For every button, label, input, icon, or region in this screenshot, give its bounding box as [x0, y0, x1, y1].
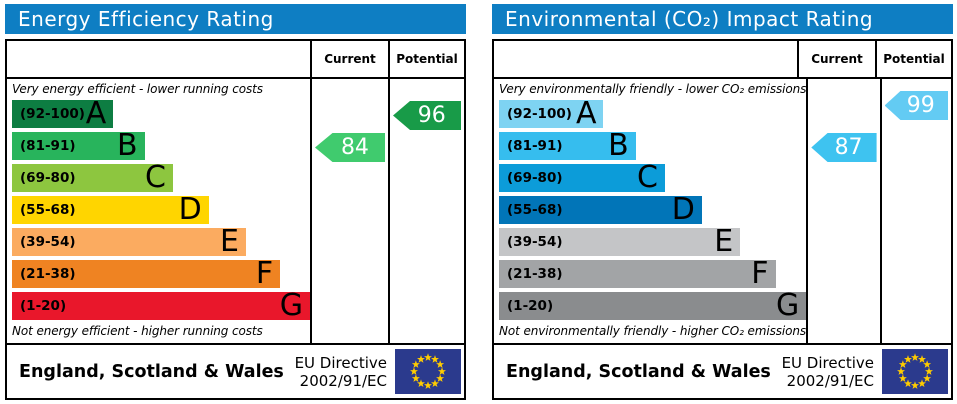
- band-range: (21-38): [507, 266, 563, 282]
- column-header-current: Current: [310, 41, 388, 77]
- chart-title: Energy Efficiency Rating: [5, 4, 466, 34]
- band-letter: B: [117, 128, 138, 163]
- band-f: (21-38) F: [499, 256, 776, 291]
- band-letter: A: [85, 96, 107, 131]
- band-c: (69-80) C: [12, 160, 173, 195]
- header-spacer: [7, 41, 310, 77]
- band-letter: C: [636, 160, 658, 195]
- band-range: (55-68): [20, 202, 76, 218]
- rating-scale: Very environmentally friendly - lower CO…: [494, 79, 806, 343]
- energy-efficiency-chart: Energy Efficiency Rating Current Potenti…: [5, 4, 466, 400]
- band-range: (81-91): [507, 138, 563, 154]
- band-letter: C: [144, 160, 166, 195]
- band-letter: E: [714, 224, 734, 259]
- column-header-current: Current: [797, 41, 875, 77]
- band-range: (39-54): [507, 234, 563, 250]
- band-g: (1-20) G: [12, 288, 310, 323]
- table-header-row: Current Potential: [7, 41, 464, 79]
- band-b: (81-91) B: [12, 128, 145, 163]
- potential-rating-value: 96: [417, 103, 446, 128]
- chart-table: Current Potential Very environmentally f…: [492, 39, 953, 400]
- band-letter: F: [255, 256, 274, 291]
- band-range: (39-54): [20, 234, 76, 250]
- band-g: (1-20) G: [499, 288, 807, 323]
- chart-table: Current Potential Very energy efficient …: [5, 39, 466, 400]
- band-range: (69-80): [20, 170, 76, 186]
- scale-note-bottom: Not environmentally friendly - higher CO…: [499, 324, 807, 338]
- potential-rating-arrow: 99: [884, 91, 948, 120]
- band-range: (81-91): [20, 138, 76, 154]
- column-header-potential: Potential: [875, 41, 951, 77]
- current-rating-value: 87: [834, 135, 863, 160]
- current-column: 87: [806, 79, 879, 343]
- current-rating-value: 84: [340, 135, 369, 160]
- potential-rating-arrow: 96: [393, 101, 461, 130]
- eu-directive: EU Directive 2002/91/EC: [295, 354, 387, 390]
- band-range: (92-100): [507, 106, 572, 122]
- eu-directive-line2: 2002/91/EC: [299, 371, 387, 390]
- environmental-impact-chart: Environmental (CO₂) Impact Rating Curren…: [492, 4, 953, 400]
- band-letter: G: [279, 288, 303, 323]
- eu-flag: [395, 349, 461, 394]
- footer-region: England, Scotland & Wales: [19, 361, 284, 382]
- potential-rating-value: 99: [906, 93, 935, 118]
- eu-directive-line1: EU Directive: [294, 353, 387, 372]
- current-rating-arrow: 87: [811, 133, 877, 162]
- eu-flag: [882, 349, 948, 394]
- band-range: (55-68): [507, 202, 563, 218]
- potential-column: 96: [388, 79, 464, 343]
- eu-flag-stars: [410, 353, 446, 389]
- chart-footer: England, Scotland & Wales EU Directive 2…: [7, 343, 464, 398]
- rating-scale: Very energy efficient - lower running co…: [7, 79, 310, 343]
- band-letter: G: [776, 288, 800, 323]
- band-letter: D: [178, 192, 202, 227]
- band-a: (92-100) A: [499, 96, 604, 131]
- band-letter: D: [671, 192, 695, 227]
- band-letter: F: [751, 256, 769, 291]
- band-f: (21-38) F: [12, 256, 281, 291]
- band-d: (55-68) D: [499, 192, 702, 227]
- column-header-potential: Potential: [388, 41, 464, 77]
- scale-note-top: Very environmentally friendly - lower CO…: [499, 82, 807, 96]
- table-body: Very environmentally friendly - lower CO…: [494, 79, 951, 343]
- table-header-row: Current Potential: [494, 41, 951, 79]
- band-c: (69-80) C: [499, 160, 665, 195]
- band-range: (92-100): [20, 106, 85, 122]
- band-range: (1-20): [507, 298, 554, 314]
- band-letter: B: [608, 128, 629, 163]
- eu-directive: EU Directive 2002/91/EC: [782, 354, 874, 390]
- current-rating-arrow: 84: [315, 133, 385, 162]
- band-range: (1-20): [20, 298, 67, 314]
- chart-title: Environmental (CO₂) Impact Rating: [492, 4, 953, 34]
- band-a: (92-100) A: [12, 96, 114, 131]
- scale-note-bottom: Not energy efficient - higher running co…: [12, 324, 263, 338]
- band-e: (39-54) E: [12, 224, 246, 259]
- band-range: (69-80): [507, 170, 563, 186]
- eu-directive-line1: EU Directive: [781, 353, 874, 372]
- rating-bands: (92-100) A (81-91) B (69-80) C (55-68): [499, 96, 807, 323]
- eu-directive-line2: 2002/91/EC: [786, 371, 874, 390]
- scale-note-top: Very energy efficient - lower running co…: [12, 82, 263, 96]
- table-body: Very energy efficient - lower running co…: [7, 79, 464, 343]
- band-e: (39-54) E: [499, 224, 741, 259]
- eu-flag-stars: [897, 353, 933, 389]
- band-b: (81-91) B: [499, 128, 636, 163]
- band-d: (55-68) D: [12, 192, 209, 227]
- header-spacer: [494, 41, 797, 77]
- current-column: 84: [310, 79, 388, 343]
- chart-footer: England, Scotland & Wales EU Directive 2…: [494, 343, 951, 398]
- rating-bands: (92-100) A (81-91) B (69-80) C (55-68): [12, 96, 310, 323]
- band-range: (21-38): [20, 266, 76, 282]
- band-letter: A: [575, 96, 597, 131]
- potential-column: 99: [879, 79, 951, 343]
- footer-region: England, Scotland & Wales: [506, 361, 771, 382]
- band-letter: E: [219, 224, 239, 259]
